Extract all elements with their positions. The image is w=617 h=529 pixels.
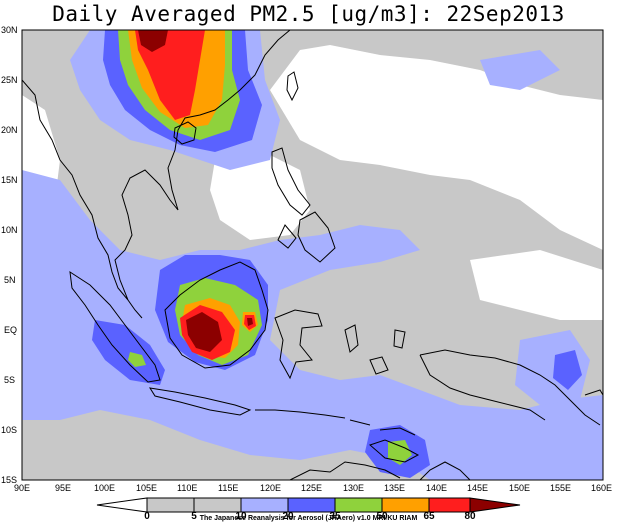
field-lightblue-ne	[480, 50, 560, 90]
lat-tick-label: 25N	[1, 75, 18, 85]
colorbar-swatch	[287, 497, 336, 513]
colorbar-label: 10	[235, 511, 247, 522]
colorbar-label: 50	[376, 511, 388, 522]
colorbar: 0 5 10 20 35 50 65 80	[96, 497, 521, 522]
colorbar-swatch	[334, 497, 383, 513]
colorbar-swatch	[381, 497, 430, 513]
colorbar-arrow-high	[469, 497, 521, 513]
lat-tick-label: 5N	[4, 275, 16, 285]
lat-tick-label: 10N	[1, 225, 18, 235]
lon-tick-label: 160E	[591, 483, 612, 493]
coast-taiwan	[286, 71, 299, 102]
lon-tick-label: 90E	[14, 483, 30, 493]
lon-tick-label: 100E	[94, 483, 115, 493]
lat-tick-label: 15N	[1, 175, 18, 185]
coast-luzon	[271, 147, 311, 216]
coast-mainland	[22, 30, 291, 319]
lon-tick-label: 145E	[467, 483, 488, 493]
lat-tick-label: 30N	[1, 25, 18, 35]
coast-lesser-sunda	[255, 409, 416, 436]
lon-tick-label: 130E	[343, 483, 364, 493]
colorbar-swatch	[193, 497, 242, 513]
lon-tick-label: 115E	[218, 483, 238, 493]
coast-hainan	[173, 121, 197, 145]
coast-philippines-south	[277, 211, 336, 263]
colorbar-label: 80	[464, 511, 476, 522]
colorbar-label: 5	[191, 511, 197, 522]
colorbar-swatch	[428, 497, 471, 513]
coast-sumatra	[69, 270, 161, 383]
coast-sulawesi	[274, 309, 323, 380]
coast-timor-region	[369, 439, 420, 463]
credit-line: The Japanese Reanalysis for Aerosol (JRA…	[199, 515, 418, 522]
lat-tick-label: EQ	[4, 325, 17, 335]
lat-tick-label: 20N	[1, 125, 18, 135]
lon-tick-label: 105E	[136, 483, 157, 493]
field-green-timor	[388, 440, 412, 465]
coast-australia	[289, 461, 471, 480]
map-title: Daily Averaged PM2.5 [ug/m3]: 22Sep2013	[52, 2, 565, 26]
colorbar-label: 20	[282, 511, 294, 522]
field-red-north	[135, 30, 205, 120]
colorbar-arrow-low	[96, 497, 148, 513]
lon-tick-label: 125E	[301, 483, 322, 493]
coast-new-guinea	[419, 349, 601, 426]
lat-axis: 30N 25N 20N 15N 10N 5N EQ 5S 10S 15S	[1, 25, 18, 485]
colorbar-swatch	[146, 497, 195, 513]
lat-tick-label: 5S	[4, 375, 15, 385]
colorbar-swatch	[240, 497, 289, 513]
colorbar-label: 0	[144, 511, 150, 522]
concentration-field	[22, 30, 603, 480]
lon-tick-label: 135E	[384, 483, 405, 493]
lon-tick-label: 110E	[177, 483, 197, 493]
lat-tick-label: 10S	[1, 425, 17, 435]
coastlines	[22, 30, 603, 480]
field-white-east	[470, 250, 603, 320]
lon-tick-label: 150E	[509, 483, 530, 493]
plot-frame	[21, 29, 604, 481]
lon-axis: 90E 95E 100E 105E 110E 115E 120E 125E 13…	[14, 483, 612, 493]
lon-tick-label: 120E	[260, 483, 281, 493]
field-blue-sumatra	[92, 320, 165, 385]
field-white-scs	[210, 150, 310, 240]
lon-tick-label: 155E	[550, 483, 571, 493]
coast-maluku	[344, 324, 406, 375]
field-darkred-borneo	[186, 312, 222, 352]
colorbar-label: 35	[329, 511, 341, 522]
lat-tick-label: 15S	[1, 475, 17, 485]
coast-borneo	[164, 261, 269, 369]
field-lightblue-south	[22, 170, 603, 480]
field-darkred-spot	[247, 318, 253, 326]
field-blue-png	[553, 350, 582, 390]
field-white-sea	[300, 48, 510, 170]
coast-new-britain	[584, 389, 603, 396]
coast-java	[148, 387, 252, 416]
lon-tick-label: 95E	[55, 483, 71, 493]
field-green-sumatra	[128, 352, 146, 367]
colorbar-label: 65	[423, 511, 435, 522]
lon-tick-label: 140E	[426, 483, 447, 493]
field-darkred-north	[138, 30, 168, 52]
